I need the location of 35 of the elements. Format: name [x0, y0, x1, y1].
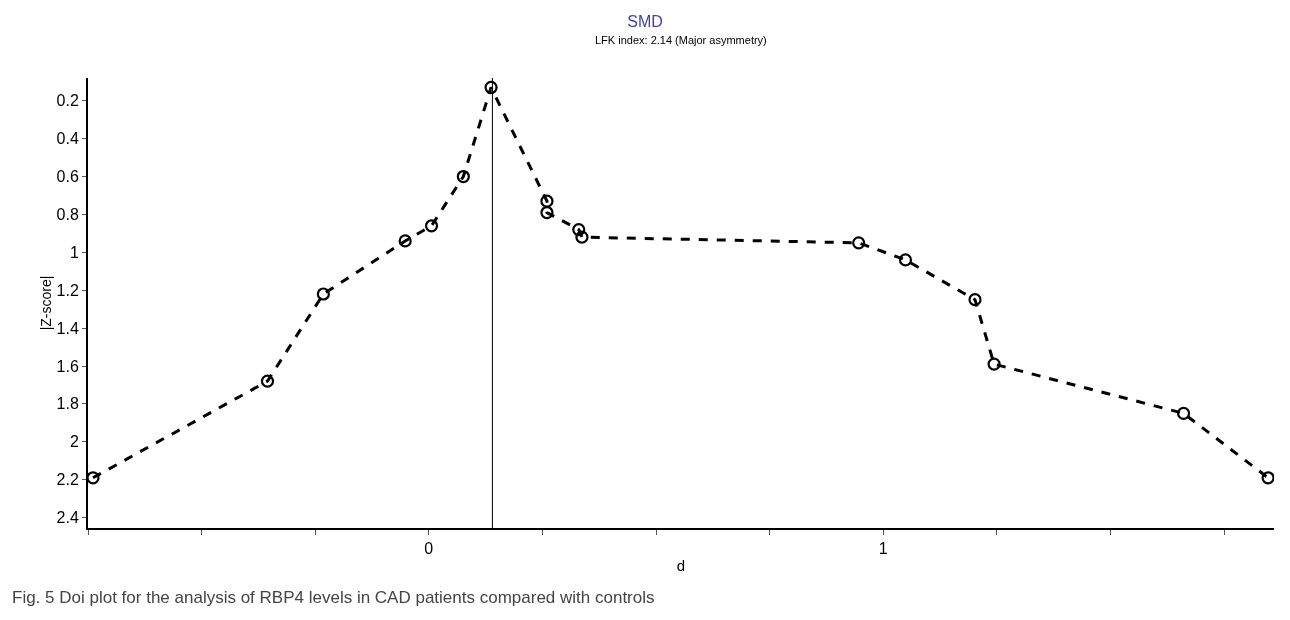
y-tick-label: 1.2 — [56, 281, 79, 299]
point — [540, 194, 554, 208]
point — [575, 230, 589, 244]
point — [424, 219, 439, 233]
x-tick-label: 0 — [424, 540, 434, 558]
y-tick-label: 1.6 — [56, 357, 79, 375]
point — [1261, 471, 1274, 485]
y-tick-label: 0.8 — [56, 206, 79, 224]
point — [852, 236, 866, 250]
y-tick-label: 1.8 — [56, 395, 79, 413]
chart-title: SMD — [627, 12, 663, 30]
y-tick-label: 2 — [69, 433, 79, 451]
y-tick-label: 1 — [69, 243, 79, 261]
point — [484, 80, 498, 95]
point — [1176, 406, 1191, 420]
point — [572, 222, 586, 237]
caption: Fig. 5 Doi plot for the analysis of RBP4 levels in CAD patients compared with controls — [12, 588, 655, 607]
y-tick-label: 2.4 — [56, 509, 79, 527]
y-tick-label: 0.2 — [56, 92, 79, 110]
point — [540, 205, 554, 220]
point — [456, 169, 470, 184]
point — [898, 253, 913, 267]
point — [398, 234, 412, 248]
point — [316, 287, 330, 301]
point — [260, 374, 275, 388]
point — [987, 357, 1001, 371]
y-tick-label: 2.2 — [56, 471, 79, 489]
point — [88, 471, 100, 485]
y-tick-label: 1.4 — [56, 319, 79, 337]
y-tick-label: 0.6 — [56, 168, 79, 186]
point — [968, 293, 982, 307]
x-axis-title: d — [676, 556, 686, 574]
y-tick-label: 0.4 — [56, 130, 79, 148]
chart-subtitle: LFK index: 2.14 (Major asymmetry) — [595, 34, 767, 46]
y-axis-title: |Z-score| — [37, 275, 54, 331]
